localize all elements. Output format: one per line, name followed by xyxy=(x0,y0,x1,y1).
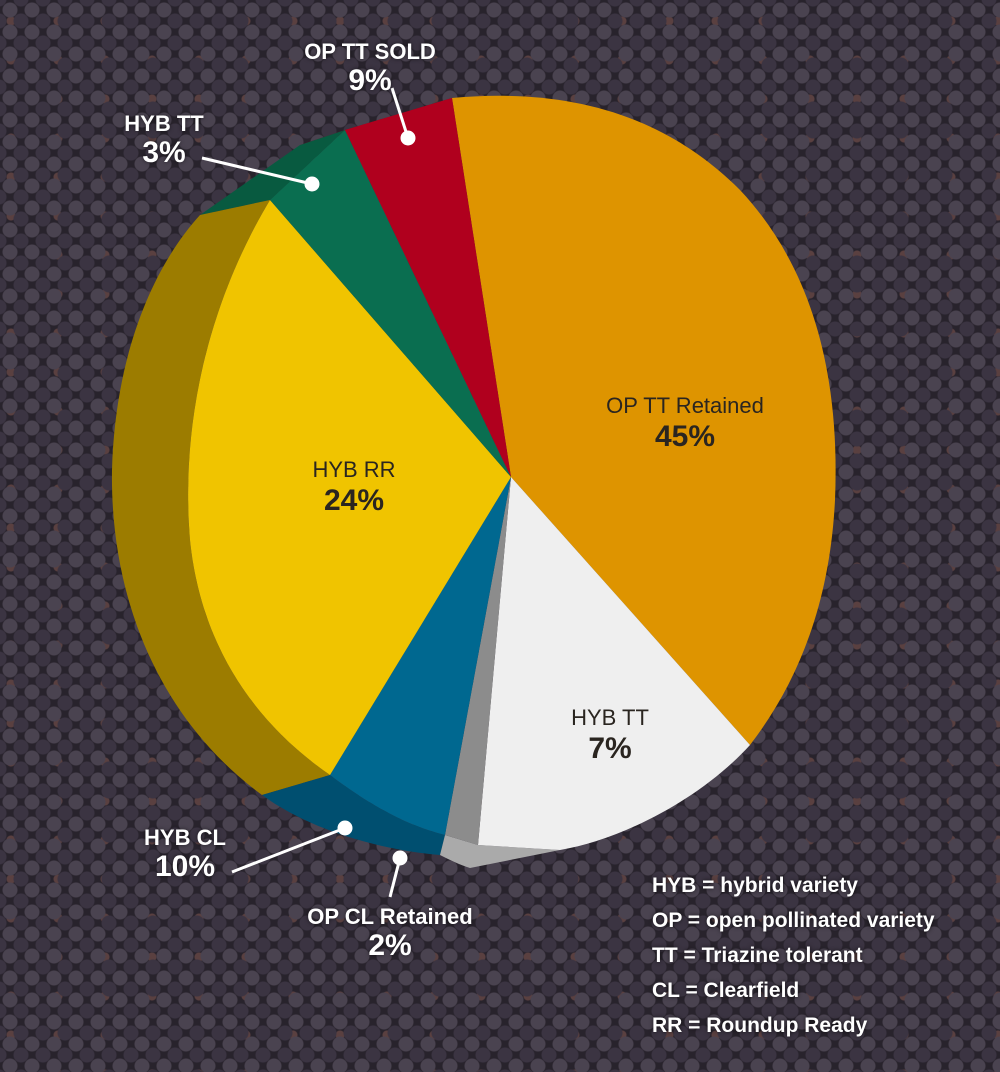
label-value: 2% xyxy=(368,929,412,963)
legend-item: RR = Roundup Ready xyxy=(652,1014,868,1037)
legend-item: HYB = hybrid variety xyxy=(652,874,858,897)
slice-op-cl-retained xyxy=(445,477,511,845)
label-value: 24% xyxy=(323,484,385,518)
label-name: HYB TT xyxy=(571,705,649,730)
label-op-tt-retained: OP TT Retained 45% xyxy=(585,393,785,455)
slice-op-tt-retained xyxy=(452,95,836,746)
side-blue xyxy=(262,775,445,855)
legend-item: TT = Triazine tolerant xyxy=(652,944,863,967)
label-value: 10% xyxy=(154,850,216,884)
label-value: 9% xyxy=(348,64,392,98)
label-op-tt-sold: OP TT SOLD 9% xyxy=(285,39,455,98)
slice-hyb-rr xyxy=(188,200,512,775)
label-hyb-rr: HYB RR 24% xyxy=(284,457,424,519)
legend-item: OP = open pollinated variety xyxy=(652,909,935,932)
slice-hyb-cl xyxy=(330,477,511,835)
label-hyb-cl: HYB CL 10% xyxy=(130,825,240,884)
label-value: 45% xyxy=(654,420,716,454)
abbreviation-legend: HYB = hybrid variety OP = open pollinate… xyxy=(652,868,935,1043)
label-name: OP TT SOLD xyxy=(304,39,436,64)
slice-hyb-tt-7 xyxy=(478,477,750,850)
side-olive xyxy=(111,200,330,795)
side-green xyxy=(200,130,345,215)
label-value: 7% xyxy=(588,732,632,766)
label-name: HYB CL xyxy=(144,825,226,850)
label-name: HYB RR xyxy=(312,457,396,482)
label-hyb-tt-7: HYB TT 7% xyxy=(540,705,680,767)
label-hyb-tt-3: HYB TT 3% xyxy=(112,111,216,170)
label-name: OP TT Retained xyxy=(606,393,764,418)
label-value: 3% xyxy=(142,136,186,170)
label-name: OP CL Retained xyxy=(307,904,473,929)
label-name: HYB TT xyxy=(124,111,204,136)
side-gray xyxy=(440,835,560,868)
slice-op-tt-sold xyxy=(345,98,511,477)
label-op-cl-retained: OP CL Retained 2% xyxy=(290,904,490,963)
legend-item: CL = Clearfield xyxy=(652,979,800,1002)
slice-hyb-tt-3 xyxy=(270,130,511,477)
